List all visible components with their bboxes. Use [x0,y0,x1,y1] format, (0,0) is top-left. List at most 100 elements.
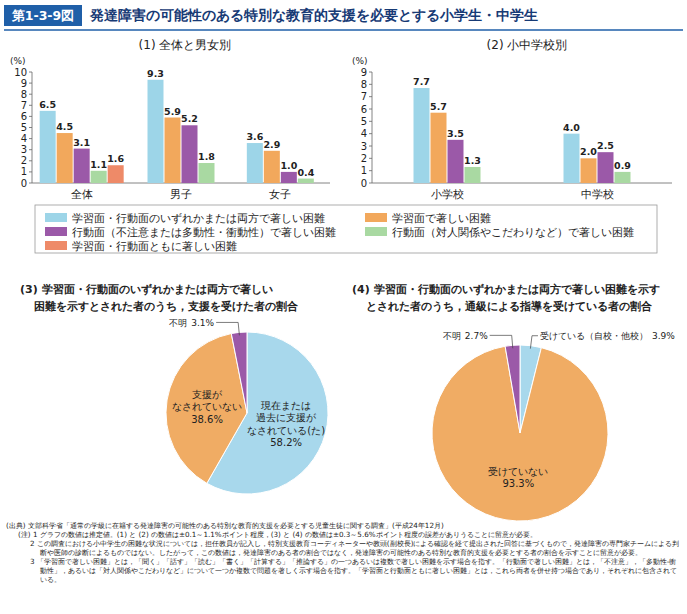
figure-title: 発達障害の可能性のある特別な教育的支援を必要とする小学生・中学生 [89,7,538,23]
slice-label: 受けていない [488,466,548,477]
bar [264,151,280,183]
y-tick-label: 4 [361,128,367,139]
data-label: 2.0 [580,146,597,157]
y-axis [372,72,373,183]
figure: 第1-3-9図発達障害の可能性のある特別な教育的支援を必要とする小学生・中学生(… [0,0,687,614]
slice-label: 不明3.1% [169,318,214,328]
data-label: 1.1 [90,159,107,170]
bar [108,165,124,183]
data-label: 9.3 [147,68,164,79]
legend-entry: 学習面・行動面のいずれかまたは両方で著しい困難 [72,212,325,225]
legend-entry: 学習面で著しい困難 [392,212,491,224]
y-tick-label: 8 [21,89,27,100]
y-tick-label: 9 [361,67,367,78]
y-tick [369,158,372,159]
pie-labels: 現在または過去に支援がなされている(た)58.2%支援がなされていない38.6%… [169,318,325,448]
y-tick [29,160,32,161]
y-tick-label: 0 [21,178,27,189]
y-tick [29,94,32,95]
data-label: 3.1 [73,137,90,148]
figure-label-box [4,5,82,26]
bar [615,172,631,183]
slice-value: 2.7% [465,331,488,341]
slice-label: 不明 2.7% [443,331,488,341]
y-tick [29,127,32,128]
y-tick-label: 10 [14,67,27,78]
bar [199,163,215,183]
leader-line [216,322,239,335]
chart-title: (1) 全体と男女別 [139,38,232,52]
y-tick-label: 6 [21,111,27,122]
data-label: 3.6 [246,131,263,142]
y-tick-label: 3 [21,144,27,155]
slice-label: 過去に支援が [256,412,317,423]
bar [431,113,447,183]
slice-label: なされていない [172,401,242,412]
bar [414,88,430,183]
x-tick-label: 小学校 [431,188,464,201]
data-label: 6.5 [39,99,56,110]
slice-value: 3.1% [191,318,214,328]
slice-category: 不明 [443,331,461,341]
data-label: 2.9 [263,139,280,150]
chart-title: (3) 学習面・行動面のいずれかまたは両方で著しい [20,283,273,296]
bar-chart: (1) 全体と男女別(%)012345678910全体6.54.53.11.11… [10,38,330,201]
x-tick-label: 全体 [71,188,93,201]
slice-value: 3.9% [652,331,675,341]
bar [281,172,297,183]
y-tick-label: 6 [361,104,367,115]
pie-labels: 受けている（自校・他校）3.9% 受けていない93.3% 不明 2.7% [443,331,675,489]
y-tick [29,149,32,150]
chart-title: (2) 小中学校別 [487,38,568,52]
data-label: 3.5 [447,128,464,139]
legend-entry: 行動面（対人関係やこだわりなど）で著しい困難 [392,226,634,238]
legend-swatch [45,241,67,250]
data-label: 1.8 [198,151,215,162]
y-tick-label: 5 [361,116,367,127]
bar [247,143,263,183]
bars [414,88,631,183]
y-tick [29,171,32,172]
leader-line [530,336,538,349]
bar [57,133,73,183]
x-tick-label: 中学校 [581,188,614,201]
data-label: 1.0 [280,160,297,171]
data-label: 1.3 [464,155,481,166]
leader-line [490,335,513,348]
y-tick-label: 7 [361,91,367,102]
y-tick-label: 5 [21,122,27,133]
data-label: 0.4 [297,167,314,178]
legend: 学習面・行動面のいずれかまたは両方で著しい困難学習面で著しい困難行動面（不注意ま… [35,205,657,253]
x-tick-label: 女子 [269,188,291,201]
bar [165,118,181,183]
header-rule [4,29,683,31]
slice-label: なされている(た) [247,425,325,436]
slice-label: 支援が [192,389,223,400]
y-tick-label: 0 [361,178,367,189]
slice-value-label: 38.6% [191,414,223,425]
notes: (出典) 文部科学省「通常の学級に在籍する発達障害の可能性のある特別な教育的支援… [6,521,682,584]
bar [148,80,164,183]
pie-chart: (4) 学習面・行動面のいずれかまたは両方で著しい困難を示すとされた者のうち，通… [352,283,660,521]
legend-swatch [365,213,387,222]
slice-value-label: 93.3% [502,478,534,489]
pie-slice [166,334,247,484]
data-label: 5.7 [430,101,447,112]
bar [91,171,107,183]
data-label: 2.5 [597,140,614,151]
y-tick [369,84,372,85]
legend-swatch [365,227,387,236]
pie-slice [505,345,520,433]
legend-swatch [45,227,67,236]
data-label: 0.9 [614,160,631,171]
y-tick [29,116,32,117]
y-tick [29,138,32,139]
chart-title: 困難を示すとされた者のうち，支援を受けた者の割合 [34,300,299,313]
note: 3 「学習面で著しい困難」とは，「聞く」「話す」「読む」「書く」「計算する」「推… [6,557,682,584]
bar [581,158,597,183]
slice-label: 受けている（自校・他校）3.9% [540,331,675,341]
y-tick [369,96,372,97]
bar [448,140,464,183]
data-label: 5.2 [181,113,198,124]
y-tick-label: 2 [361,153,367,164]
